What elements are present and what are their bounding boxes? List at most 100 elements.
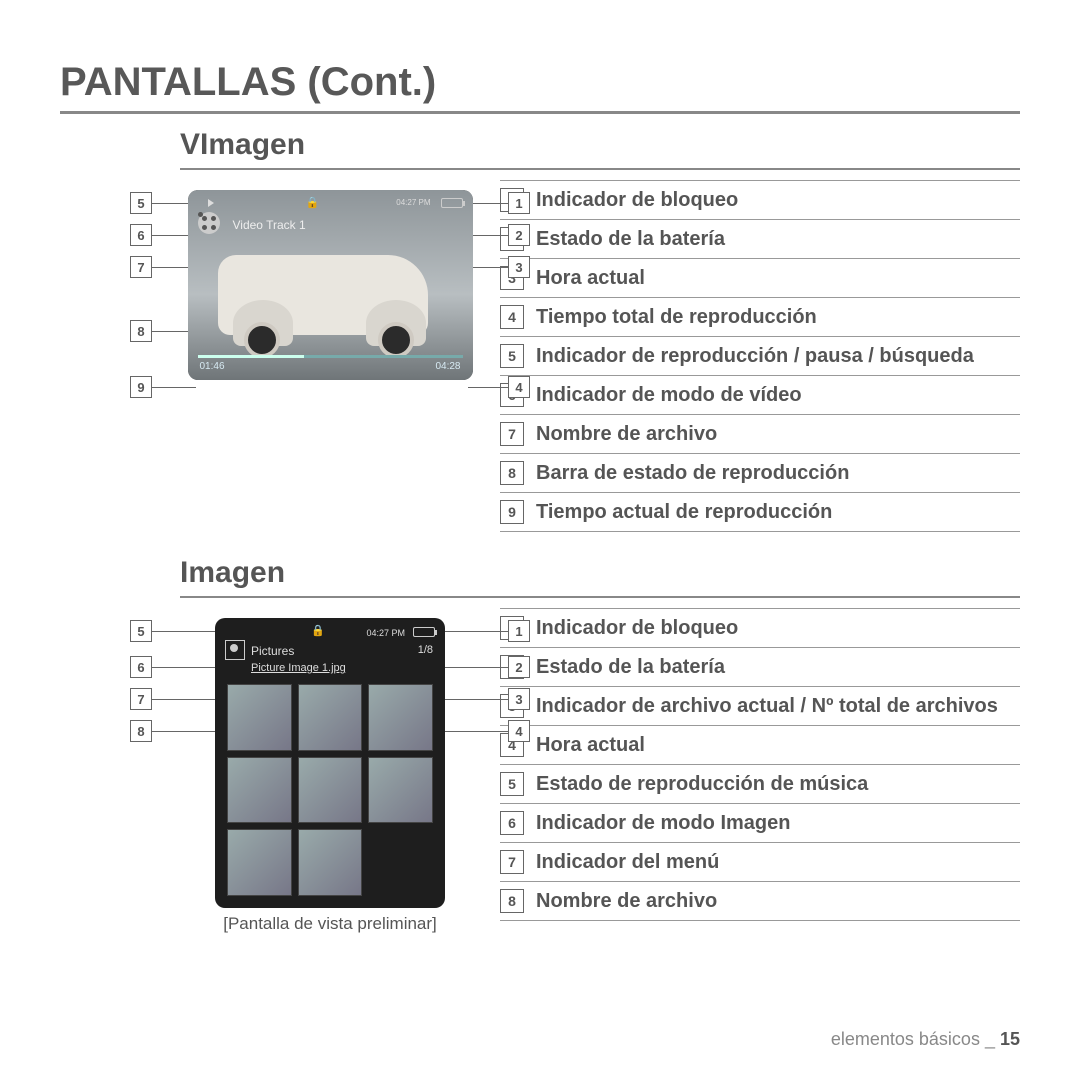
legend-text: Tiempo actual de reproducción	[536, 500, 832, 524]
callout-box: 5	[130, 192, 152, 214]
legend-text: Barra de estado de reproducción	[536, 461, 849, 485]
battery-icon	[441, 198, 463, 208]
legend-row: 7 Indicador del menú	[500, 843, 1020, 882]
lock-icon: 🔒	[306, 196, 320, 209]
legend-number: 9	[500, 500, 524, 524]
callout-box: 1	[508, 620, 530, 642]
legend-text: Indicador de archivo actual / Nº total d…	[536, 694, 998, 718]
callout-box: 7	[130, 688, 152, 710]
legend-row: 2 Estado de la batería	[500, 648, 1020, 687]
video-mode-icon	[198, 212, 220, 234]
legend-text: Indicador de modo Imagen	[536, 811, 790, 835]
callout-box: 1	[508, 192, 530, 214]
play-icon	[208, 199, 214, 207]
legend-row: 5 Indicador de reproducción / pausa / bús…	[500, 337, 1020, 376]
legend-row: 8 Nombre de archivo	[500, 882, 1020, 921]
callout-box: 9	[130, 376, 152, 398]
image-section: 5 6 7 8 1 2 3 4 🔒 04:27	[60, 608, 1020, 948]
legend-text: Estado de reproducción de música	[536, 772, 868, 796]
callout-box: 7	[130, 256, 152, 278]
legend-text: Nombre de archivo	[536, 422, 717, 446]
legend-text: Indicador de modo de vídeo	[536, 383, 802, 407]
elapsed-time: 01:46	[200, 361, 225, 372]
thumbnail	[227, 757, 292, 824]
battery-icon	[413, 627, 435, 637]
picture-filename: Picture Image 1.jpg	[251, 662, 346, 674]
callout-box: 2	[508, 224, 530, 246]
total-time: 04:28	[435, 361, 460, 372]
video-filename: Video Track 1	[233, 218, 306, 232]
legend-text: Indicador del menú	[536, 850, 719, 874]
legend-text: Tiempo total de reproducción	[536, 305, 817, 329]
legend-text: Nombre de archivo	[536, 889, 717, 913]
page-footer: elementos básicos _ 15	[831, 1029, 1020, 1050]
legend-number: 4	[500, 305, 524, 329]
legend-text: Hora actual	[536, 733, 645, 757]
legend-row: 1 Indicador de bloqueo	[500, 608, 1020, 648]
callout-box: 8	[130, 320, 152, 342]
callout-box: 3	[508, 688, 530, 710]
legend-row: 2 Estado de la batería	[500, 220, 1020, 259]
clock-text: 04:27 PM	[396, 198, 430, 207]
video-diagram: 5 6 7 8 9 1 2 3 4	[180, 190, 480, 410]
thumbnail	[368, 757, 433, 824]
callout-box: 4	[508, 720, 530, 742]
image-diagram: 5 6 7 8 1 2 3 4 🔒 04:27	[180, 618, 480, 948]
image-mode-icon	[225, 640, 245, 660]
thumbnail	[227, 829, 292, 896]
legend-text: Estado de la batería	[536, 655, 725, 679]
legend-row: 1 Indicador de bloqueo	[500, 180, 1020, 220]
legend-image: 1 Indicador de bloqueo 2 Estado de la bater…	[500, 608, 1020, 921]
video-screen: 🔒 Video Track 1 04:27 PM 01:46 04:28	[188, 190, 473, 380]
legend-text: Indicador de bloqueo	[536, 188, 738, 212]
manual-page: PANTALLAS (Cont.) VImagen 5 6 7 8 9 1 2 …	[0, 0, 1080, 1080]
progress-bar	[198, 355, 463, 358]
thumbnail	[227, 684, 292, 751]
callout-box: 8	[130, 720, 152, 742]
menu-label: Pictures	[251, 644, 294, 658]
legend-text: Indicador de reproducción / pausa / búsq…	[536, 344, 974, 368]
legend-number: 5	[500, 344, 524, 368]
lock-icon: 🔒	[311, 624, 325, 637]
callout-box: 4	[508, 376, 530, 398]
legend-row: 4Hora actual	[500, 726, 1020, 765]
callout-box: 5	[130, 620, 152, 642]
page-title: PANTALLAS (Cont.)	[60, 60, 1020, 105]
legend-row: 3 Indicador de archivo actual / Nº total …	[500, 687, 1020, 726]
thumbnail	[298, 757, 363, 824]
legend-row: 6Indicador de modo de vídeo	[500, 376, 1020, 415]
legend-row: 8 Barra de estado de reproducción	[500, 454, 1020, 493]
legend-row: 6Indicador de modo Imagen	[500, 804, 1020, 843]
divider	[180, 596, 1020, 598]
legend-number: 8	[500, 889, 524, 913]
section-heading-image: Imagen	[180, 556, 1020, 590]
legend-row: 7Nombre de archivo	[500, 415, 1020, 454]
section-heading-video: VImagen	[180, 128, 1020, 162]
thumbnail	[298, 829, 363, 896]
thumbnail	[298, 684, 363, 751]
legend-text: Indicador de bloqueo	[536, 616, 738, 640]
legend-number: 5	[500, 772, 524, 796]
legend-row: 9 Tiempo actual de reproducción	[500, 493, 1020, 532]
legend-row: 3 Hora actual	[500, 259, 1020, 298]
divider	[180, 168, 1020, 170]
footer-label: elementos básicos _	[831, 1029, 995, 1049]
diagram-caption: [Pantalla de vista preliminar]	[180, 914, 480, 934]
legend-text: Estado de la batería	[536, 227, 725, 251]
legend-video: 1 Indicador de bloqueo 2 Estado de la bater…	[500, 180, 1020, 532]
callout-box: 6	[130, 656, 152, 678]
picture-screen: 🔒 04:27 PM Pictures 1/8 Picture Image 1.…	[215, 618, 445, 908]
legend-text: Hora actual	[536, 266, 645, 290]
thumbnail	[368, 684, 433, 751]
clock-text: 04:27 PM	[366, 628, 405, 638]
divider	[60, 111, 1020, 114]
footer-page-number: 15	[1000, 1029, 1020, 1049]
thumbnail-grid	[227, 684, 433, 896]
legend-row: 4 Tiempo total de reproducción	[500, 298, 1020, 337]
legend-number: 8	[500, 461, 524, 485]
legend-row: 5 Estado de reproducción de música	[500, 765, 1020, 804]
callout-box: 3	[508, 256, 530, 278]
callout-box: 2	[508, 656, 530, 678]
legend-number: 7	[500, 850, 524, 874]
callout-box: 6	[130, 224, 152, 246]
